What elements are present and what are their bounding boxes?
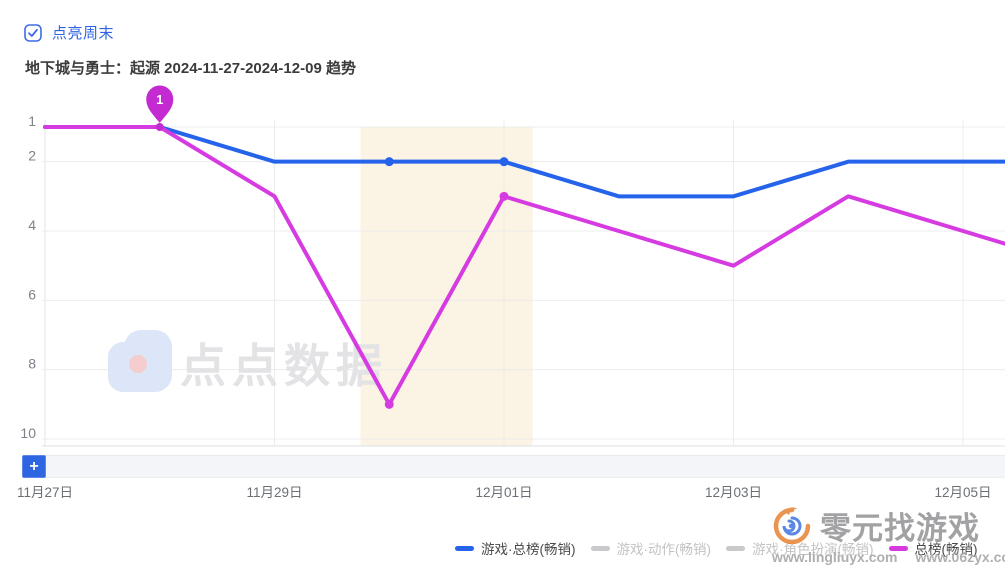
x-tick-label: 11月27日 [17,485,73,500]
legend-item-游戏·角色扮演(畅销)[interactable]: 游戏·角色扮演(畅销) [726,538,874,558]
legend-item-游戏·总榜(畅销)[interactable]: 游戏·总榜(畅销) [455,538,576,558]
legend-label: 游戏·角色扮演(畅销) [752,542,874,557]
highlight-weekend-row: 点亮周末 [24,22,114,43]
checkbox-checked-icon [24,23,42,42]
add-zoom-button[interactable]: + [22,455,46,478]
y-tick-label: 10 [20,425,36,441]
page-title: 地下城与勇士：起源 2024-11-27-2024-12-09 趋势 [25,60,356,77]
legend-item-游戏·动作(畅销)[interactable]: 游戏·动作(畅销) [590,538,712,558]
x-tick-label: 12月01日 [475,485,532,500]
legend-label: 游戏·动作(畅销) [616,542,712,557]
weekend-point-marker[interactable] [384,157,394,167]
legend-label: 游戏·总榜(畅销) [481,542,576,557]
site-watermark-url-1: www.lingliuyx.com [772,549,898,565]
y-tick-label: 2 [28,148,36,164]
highlight-weekend-checkbox[interactable] [24,23,42,42]
swirl-logo-icon [773,506,811,544]
series-line-总榜(畅销)[interactable] [43,125,1005,407]
rank-pin-marker[interactable] [146,85,174,124]
legend: 游戏·总榜(畅销) 游戏·动作(畅销) 游戏·角色扮演(畅销) 总榜(畅销) [455,538,978,558]
x-tick-label: 12月05日 [934,485,991,500]
trend-line-chart[interactable]: 点点数据 1 1 2 4 6 8 10 11月27日 11月29日 12月01日 12月03日 12月0… [0,0,1005,505]
y-tick-label: 1 [28,113,36,129]
legend-item-总榜(畅销)[interactable]: 总榜(畅销) [888,538,978,558]
legend-label: 总榜(畅销) [914,542,978,557]
legend-dash-icon [590,545,610,551]
legend-dash-icon [888,545,908,551]
site-watermark: 零元找游戏 www.lingliuyx.com www.06zyx.com [770,503,1005,565]
weekend-point-marker[interactable] [499,191,509,201]
site-watermark-url-2: www.06zyx.com [915,549,1005,565]
y-tick-label: 8 [28,356,36,372]
datazoom-slider-track[interactable] [46,455,1005,478]
site-watermark-row: 零元找游戏 [770,503,1005,548]
y-tick-label: 4 [28,217,36,233]
diandian-watermark: 点点数据 [108,330,388,392]
pin-anchor-dot [155,123,164,131]
x-tick-label: 12月03日 [705,485,762,500]
site-watermark-title: 零元找游戏 [820,511,980,546]
diandian-watermark-text: 点点数据 [180,340,388,392]
legend-dash-icon [726,545,745,551]
series-line-游戏·总榜(畅销)[interactable] [43,125,1005,199]
rank-pin-label: 1 [156,92,163,107]
legend-dash-icon [455,545,474,551]
y-tick-label: 6 [28,286,36,302]
site-watermark-urls: www.lingliuyx.com www.06zyx.com [772,549,1005,565]
weekend-point-marker[interactable] [499,157,509,167]
x-tick-label: 11月29日 [246,485,302,500]
weekend-point-marker[interactable] [384,399,394,409]
highlight-weekend-label: 点亮周末 [52,25,115,42]
